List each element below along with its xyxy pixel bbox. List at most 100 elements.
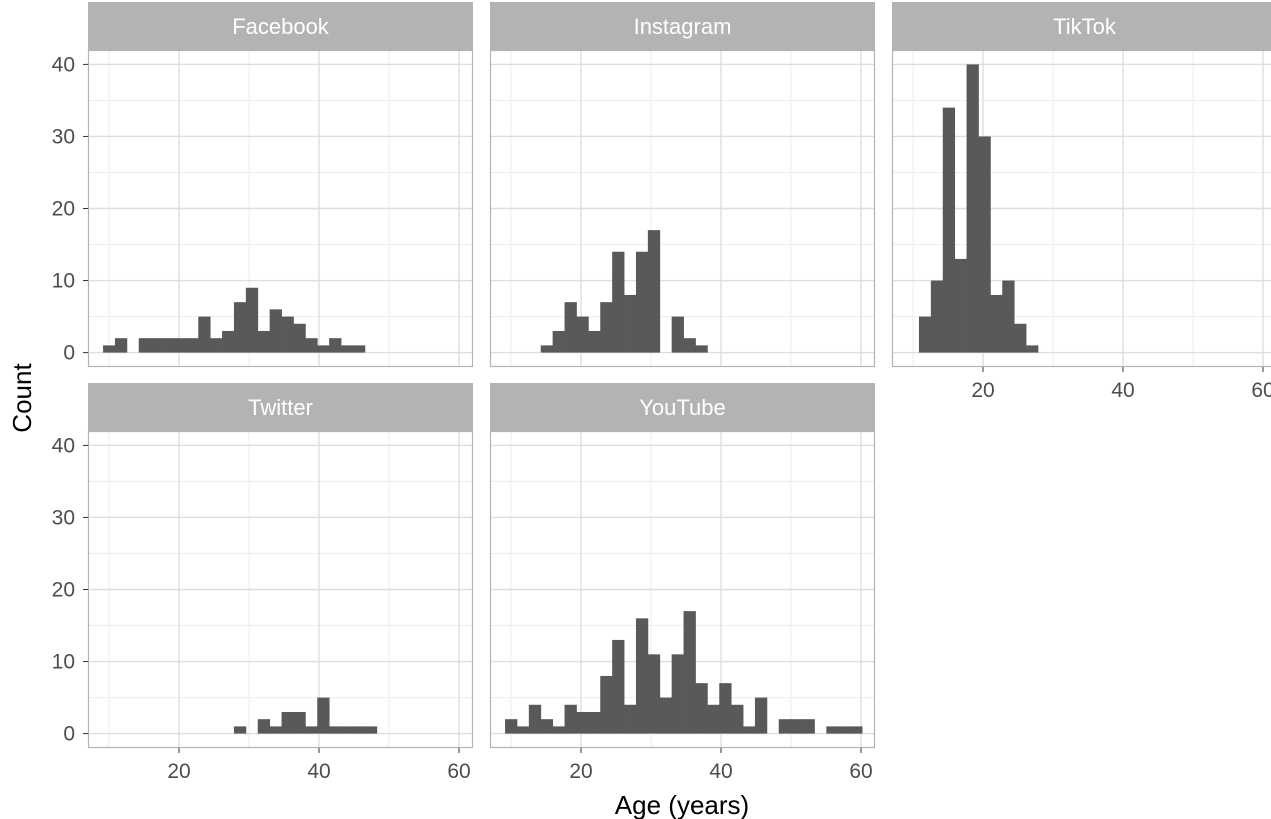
histogram-bar (564, 704, 577, 734)
histogram-bar (305, 726, 318, 734)
histogram-bars (103, 287, 366, 353)
y-tick-label: 0 (63, 342, 75, 365)
histogram-bar (624, 294, 637, 353)
histogram-bar (612, 251, 625, 353)
panel-border (489, 49, 876, 368)
histogram-bar (978, 136, 991, 353)
histogram-bars (918, 64, 1039, 353)
histogram-bar (516, 726, 530, 734)
x-tick-label: 60 (1251, 379, 1271, 402)
facet-panel-tiktok: TikTok 20 40 60 (891, 2, 1271, 402)
histogram-bar (707, 704, 720, 734)
x-axis-title: Age (years) (615, 790, 749, 819)
histogram-bar (930, 280, 944, 353)
x-tick-label: 40 (709, 760, 732, 783)
x-tick-label: 40 (307, 760, 330, 783)
facet-strip-label: YouTube (639, 395, 725, 420)
gridlines (88, 431, 473, 748)
histogram-bar (612, 639, 625, 734)
histogram-bar (138, 338, 152, 353)
histogram-bar (695, 683, 708, 734)
histogram-bar (918, 316, 932, 353)
histogram-bars (505, 611, 863, 734)
histogram-bar (802, 719, 815, 734)
histogram-bar (671, 316, 684, 353)
histogram-bar (647, 654, 661, 734)
facet-strip (88, 2, 473, 50)
panel-border (87, 49, 474, 368)
histogram-bars (540, 230, 708, 353)
histogram-bar (317, 345, 330, 353)
histogram-bar (600, 302, 613, 353)
histogram-bar (222, 330, 235, 353)
histogram-bar (269, 726, 282, 734)
histogram-bar (329, 726, 342, 734)
histogram-bar (162, 338, 175, 353)
facet-strip-label: Twitter (248, 395, 313, 420)
histogram-bar (659, 697, 673, 734)
y-tick-label: 0 (63, 723, 75, 746)
histogram-bar (564, 302, 577, 353)
facet-strip (490, 2, 875, 50)
y-tick-label: 20 (52, 579, 75, 602)
histogram-bar (754, 697, 768, 734)
histogram-bar (103, 345, 116, 353)
x-tick-label: 20 (167, 760, 190, 783)
histogram-bar (954, 258, 967, 353)
histogram-bar (505, 719, 518, 734)
histogram-bar (198, 316, 211, 353)
histogram-bar (186, 338, 199, 353)
facet-panel-facebook: Facebook 0 10 20 30 40 (52, 2, 474, 368)
histogram-bar (281, 316, 294, 353)
x-tick-label: 60 (447, 760, 470, 783)
histogram-bar (942, 107, 956, 353)
facet-panel-twitter: Twitter 0 10 20 30 40 20 40 60 (52, 383, 474, 783)
histogram-bar (624, 704, 637, 734)
histogram-bar (114, 338, 128, 353)
histogram-bar (671, 654, 684, 734)
histogram-bar (257, 719, 271, 734)
facet-strip-label: Facebook (232, 14, 330, 39)
histogram-bar (1014, 323, 1027, 353)
histogram-bar (233, 302, 247, 353)
histogram-bar (281, 711, 294, 734)
histogram-bar (588, 711, 601, 734)
panel-border (891, 49, 1271, 368)
histogram-bar (364, 726, 378, 734)
histogram-bar (1026, 345, 1039, 353)
histogram-bar (269, 309, 282, 353)
histogram-bar (588, 330, 601, 353)
y-tick-label: 10 (52, 651, 75, 674)
histogram-bar (826, 726, 839, 734)
facet-strip (88, 383, 473, 431)
x-tick-label: 40 (1111, 379, 1134, 402)
histogram-bar (990, 294, 1003, 353)
histogram-bar (731, 704, 744, 734)
histogram-bar (683, 611, 696, 734)
histogram-bar (233, 726, 247, 734)
histogram-bar (352, 345, 366, 353)
histogram-bar (683, 338, 696, 353)
histogram-bar (552, 726, 565, 734)
histogram-bar (790, 719, 803, 734)
x-tick-label: 60 (849, 760, 872, 783)
histogram-bar (540, 345, 554, 353)
histogram-bar (540, 719, 554, 734)
histogram-bar (635, 251, 649, 353)
histogram-bar (352, 726, 366, 734)
histogram-bar (528, 704, 542, 734)
histogram-bar (174, 338, 187, 353)
histogram-bar (695, 345, 708, 353)
histogram-bar (576, 711, 589, 734)
histogram-bar (341, 345, 354, 353)
histogram-bar (838, 726, 851, 734)
histogram-bar (341, 726, 354, 734)
histogram-bar (576, 316, 589, 353)
histogram-bar (966, 64, 979, 353)
histogram-bar (329, 338, 342, 353)
panel-border (489, 430, 876, 749)
facet-strip-label: TikTok (1053, 14, 1117, 39)
histogram-bar (552, 330, 565, 353)
